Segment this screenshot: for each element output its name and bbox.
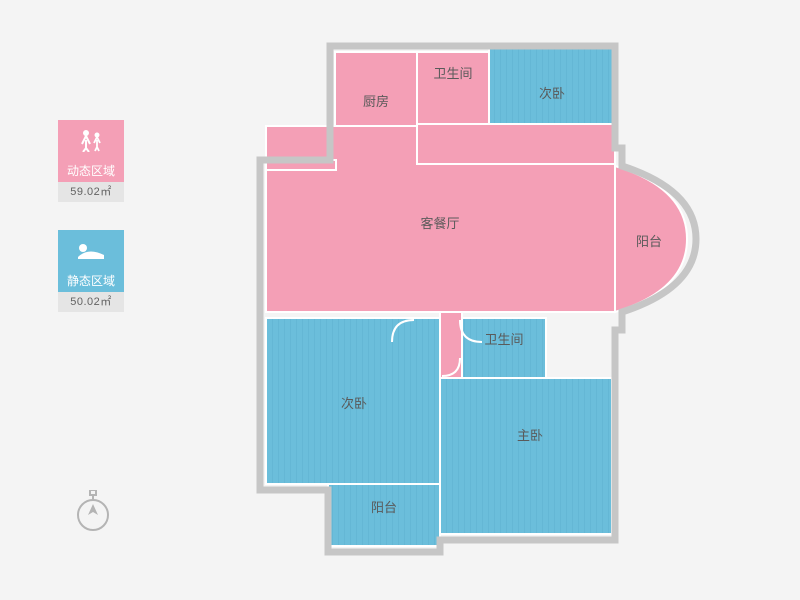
legend-static-value: 50.02㎡ xyxy=(58,292,124,312)
legend-panel: 动态区域 59.02㎡ 静态区域 50.02㎡ xyxy=(58,120,124,340)
sleep-icon xyxy=(58,230,124,270)
floorplan: 厨房卫生间次卧客餐厅阳台次卧卫生间主卧阳台 xyxy=(242,20,742,575)
room-balcony_s xyxy=(328,484,440,546)
label-balcony_e: 阳台 xyxy=(636,234,662,249)
room-master xyxy=(440,378,612,534)
label-bath2: 卫生间 xyxy=(484,332,523,347)
label-bath1: 卫生间 xyxy=(433,66,472,81)
label-bedroom2b: 次卧 xyxy=(341,396,367,411)
label-living: 客餐厅 xyxy=(420,216,459,231)
label-master: 主卧 xyxy=(517,428,543,443)
room-bath1 xyxy=(417,52,489,124)
label-balcony_s: 阳台 xyxy=(371,500,397,515)
label-bedroom2a: 次卧 xyxy=(539,86,565,101)
legend-dynamic-title: 动态区域 xyxy=(58,160,124,182)
room-hall_patch xyxy=(417,124,615,164)
legend-dynamic: 动态区域 59.02㎡ xyxy=(58,120,124,202)
legend-static-title: 静态区域 xyxy=(58,270,124,292)
room-bath2 xyxy=(462,318,546,378)
compass-icon xyxy=(75,490,111,537)
legend-dynamic-value: 59.02㎡ xyxy=(58,182,124,202)
legend-static: 静态区域 50.02㎡ xyxy=(58,230,124,312)
people-icon xyxy=(58,120,124,160)
label-kitchen: 厨房 xyxy=(363,94,389,109)
